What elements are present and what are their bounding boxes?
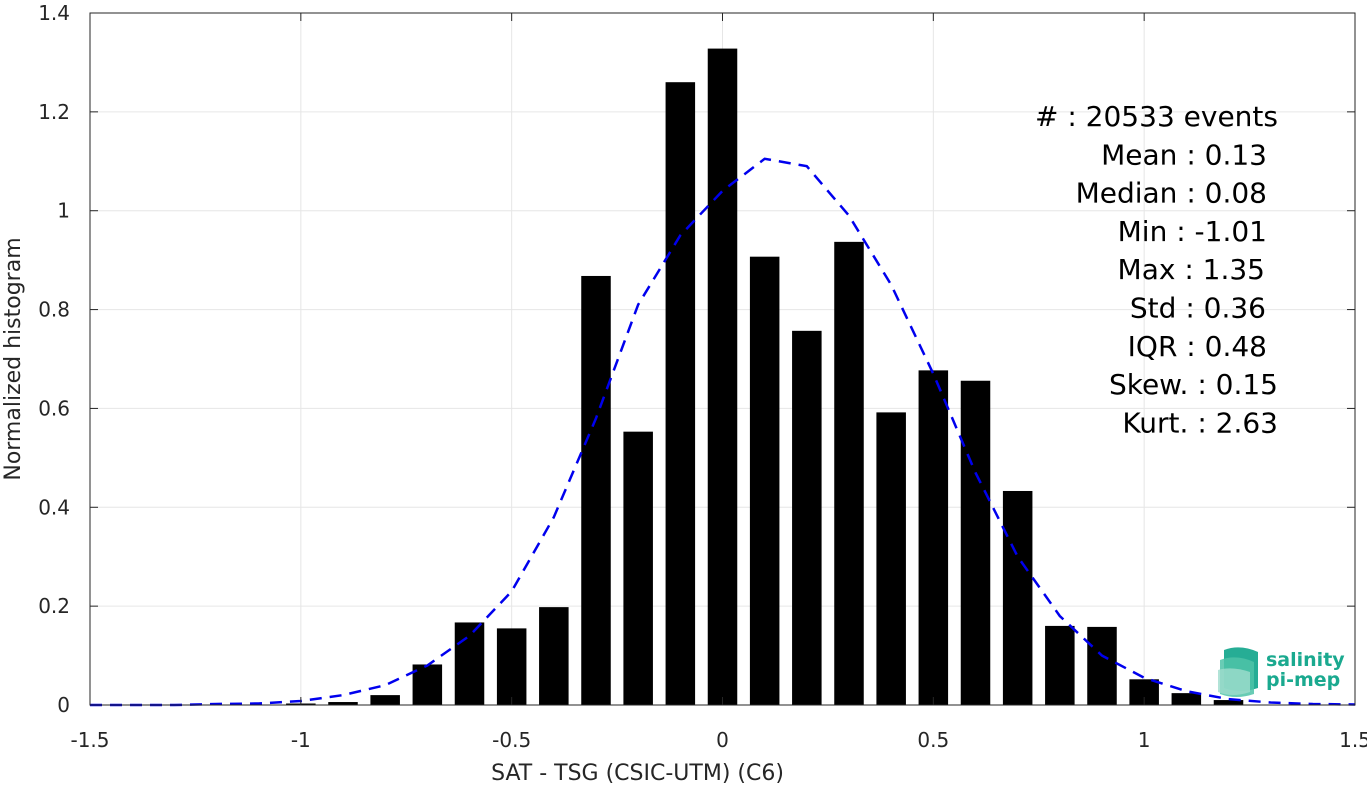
stat-line: Kurt. : 2.63 bbox=[1122, 406, 1278, 439]
y-tick-label: 0.4 bbox=[38, 495, 70, 519]
x-tick-label: -1.5 bbox=[70, 728, 109, 752]
y-tick-label: 0.6 bbox=[38, 396, 70, 420]
stat-line: # : 20533 events bbox=[1035, 100, 1278, 133]
histogram-bar bbox=[1213, 700, 1244, 705]
y-axis-ticks: 0 0.2 0.4 0.6 0.8 1 1.2 1.4 bbox=[38, 1, 1355, 717]
stat-line: Mean : 0.13 bbox=[1101, 138, 1267, 171]
x-axis-label: SAT - TSG (CSIC-UTM) (C6) bbox=[491, 761, 784, 785]
stat-line: Skew. : 0.15 bbox=[1109, 368, 1278, 401]
y-axis-label: Normalized histogram bbox=[1, 237, 26, 480]
histogram-bar bbox=[1002, 490, 1033, 705]
y-tick-label: 1.2 bbox=[38, 100, 70, 124]
histogram-bars bbox=[286, 48, 1244, 706]
x-tick-label: 0 bbox=[716, 728, 729, 752]
histogram-bar bbox=[539, 607, 569, 705]
stat-line: Min : -1.01 bbox=[1118, 215, 1267, 248]
histogram-bar bbox=[960, 380, 991, 705]
histogram-bar bbox=[876, 412, 906, 705]
y-tick-label: 1 bbox=[57, 199, 70, 223]
histogram-bar bbox=[1045, 625, 1075, 705]
histogram-bar bbox=[918, 370, 949, 705]
histogram-bar bbox=[454, 622, 485, 705]
stat-line: IQR : 0.48 bbox=[1128, 330, 1267, 363]
stats-annotations: # : 20533 events Mean : 0.13 Median : 0.08… bbox=[1035, 100, 1278, 439]
histogram-bar bbox=[792, 330, 822, 705]
histogram-bar bbox=[665, 82, 696, 705]
logo-line2: pi-mep bbox=[1266, 669, 1340, 691]
stat-line: Max : 1.35 bbox=[1118, 253, 1265, 286]
y-tick-label: 1.4 bbox=[38, 1, 70, 25]
histogram-bar bbox=[496, 628, 527, 705]
histogram-bar bbox=[707, 48, 738, 706]
x-axis-ticks: -1.5 -1 -0.5 0 0.5 1 1.5 bbox=[70, 13, 1367, 752]
histogram-bar bbox=[1087, 626, 1117, 705]
histogram-bar bbox=[834, 241, 864, 705]
histogram-bar bbox=[328, 702, 358, 705]
stat-line: Median : 0.08 bbox=[1076, 177, 1267, 210]
histogram-bar bbox=[749, 256, 780, 705]
histogram-bar bbox=[412, 664, 443, 705]
histogram-bar bbox=[370, 695, 400, 705]
x-tick-label: -1 bbox=[291, 728, 311, 752]
y-tick-label: 0.2 bbox=[38, 594, 70, 618]
logo-waves-icon bbox=[1218, 647, 1258, 697]
histogram-bar bbox=[581, 275, 611, 705]
x-tick-label: 1 bbox=[1138, 728, 1151, 752]
stat-line: Std : 0.36 bbox=[1130, 292, 1266, 325]
y-tick-label: 0.8 bbox=[38, 298, 70, 322]
histogram-bar bbox=[1171, 693, 1202, 705]
salinity-pimep-logo: salinity pi-mep bbox=[1218, 647, 1345, 697]
histogram-bar bbox=[623, 431, 653, 705]
x-tick-label: 1.5 bbox=[1339, 728, 1367, 752]
y-tick-label: 0 bbox=[57, 693, 70, 717]
x-tick-label: 0.5 bbox=[917, 728, 949, 752]
x-tick-label: -0.5 bbox=[492, 728, 531, 752]
logo-line1: salinity bbox=[1266, 649, 1345, 671]
